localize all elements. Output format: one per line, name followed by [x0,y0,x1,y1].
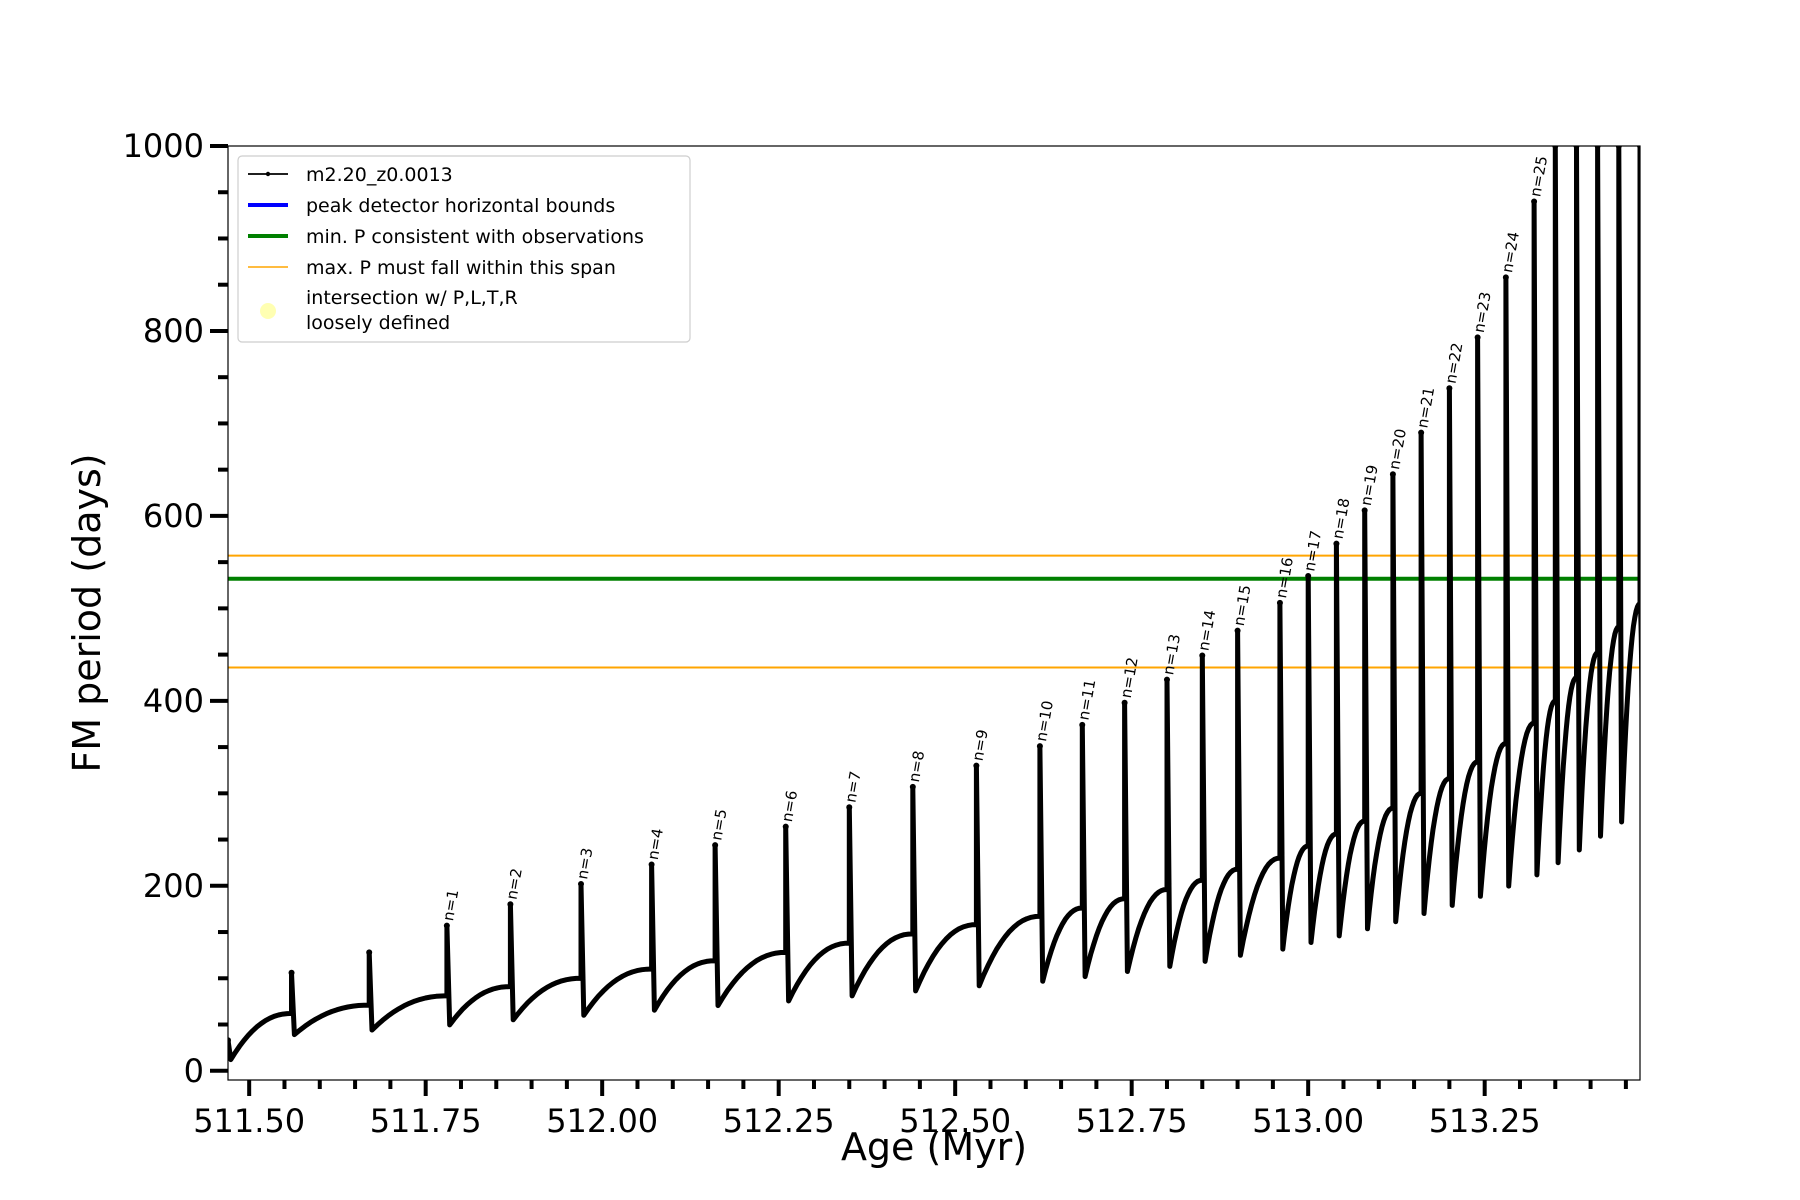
pulse-peak-point [712,842,719,849]
pulse-peak-point [909,783,916,790]
y-axis-title: FM period (days) [65,453,109,772]
pulse-peak-point [1531,198,1538,205]
pulse-peak-point [1594,146,1601,149]
pulse-peak-point [1276,599,1283,606]
pulse-peak-point [1418,429,1425,436]
pulse-peak-point [228,1037,231,1044]
pulse-peak-point [1121,699,1128,706]
pulse-label: n=1 [439,888,462,922]
x-tick-label: 512.75 [1076,1102,1188,1140]
y-tick-label: 400 [143,682,204,720]
pulse-peak-point [846,804,853,811]
pulse-label: n=7 [841,770,864,804]
pulse-peak-point [1637,146,1640,149]
y-tick-label: 600 [143,497,204,535]
pulse-peak-point [1199,652,1206,659]
pulse-peak-point [1163,676,1170,683]
pulse-peak-point [782,823,789,830]
pulse-label: n=5 [707,808,730,842]
pulse-peak-point [1573,146,1580,149]
legend-box [237,155,691,343]
x-tick-label: 512.00 [546,1102,658,1140]
pulse-peak-point [507,901,514,908]
legend-label: m2.20_z0.0013 [306,164,453,186]
pulse-label: n=6 [778,789,801,823]
x-tick-label: 513.25 [1429,1102,1541,1140]
pulse-peak-point [973,762,980,769]
pulse-peak-point [1361,507,1368,514]
pulse-peak-point [1502,274,1509,281]
axes: 511.50 511.75 512.00 512.25 512.50 512.75 513.… [123,127,1641,1140]
x-axis-title: Age (Myr) [841,1125,1027,1169]
pulse-peak-point [1615,146,1622,149]
pulse-label: n=9 [969,728,992,762]
x-tick-label: 511.50 [193,1102,305,1140]
plot-area [228,146,1640,1063]
legend-label: intersection w/ P,L,T,R [306,287,518,309]
legend-label: max. P must fall within this span [306,257,616,279]
pulse-label: n=2 [503,867,526,901]
y-tick-label: 800 [143,312,204,350]
legend-swatch-marker [265,171,271,177]
pulse-peak-point [366,949,373,956]
legend-label: min. P consistent with observations [306,226,644,248]
pulse-peak-point [1474,334,1481,341]
y-tick-label: 0 [184,1052,204,1090]
legend-swatch-dot [260,303,276,319]
pulse-peak-point [1079,721,1086,728]
pulse-peak-point [1333,540,1340,547]
pulse-peak-point [1389,471,1396,478]
axes-frame [227,145,1641,1081]
pulse-peak-point [288,969,295,976]
pulse-peak-point [1446,385,1453,392]
pulse-peak-point [648,861,655,868]
pulse-peak-point [443,922,450,929]
pulse-label: n=8 [905,749,928,783]
x-tick-label: 512.50 [899,1102,1011,1140]
pulse-peak-point [1036,743,1043,750]
series-curve [228,146,1640,1063]
legend-label: peak detector horizontal bounds [306,195,615,217]
pulse-label: n=3 [573,846,596,880]
x-tick-label: 513.00 [1252,1102,1364,1140]
pulse-peak-point [1552,146,1559,149]
legend-label-line2: loosely defined [306,312,450,334]
pulse-label: n=4 [644,827,667,861]
y-tick-label: 200 [143,867,204,905]
x-tick-label: 512.25 [723,1102,835,1140]
pulse-peak-point [578,880,584,887]
x-tick-label: 511.75 [370,1102,482,1140]
pulse-peak-point [1305,573,1312,580]
y-tick-label: 1000 [123,127,204,165]
pulse-peak-point [1234,627,1241,634]
